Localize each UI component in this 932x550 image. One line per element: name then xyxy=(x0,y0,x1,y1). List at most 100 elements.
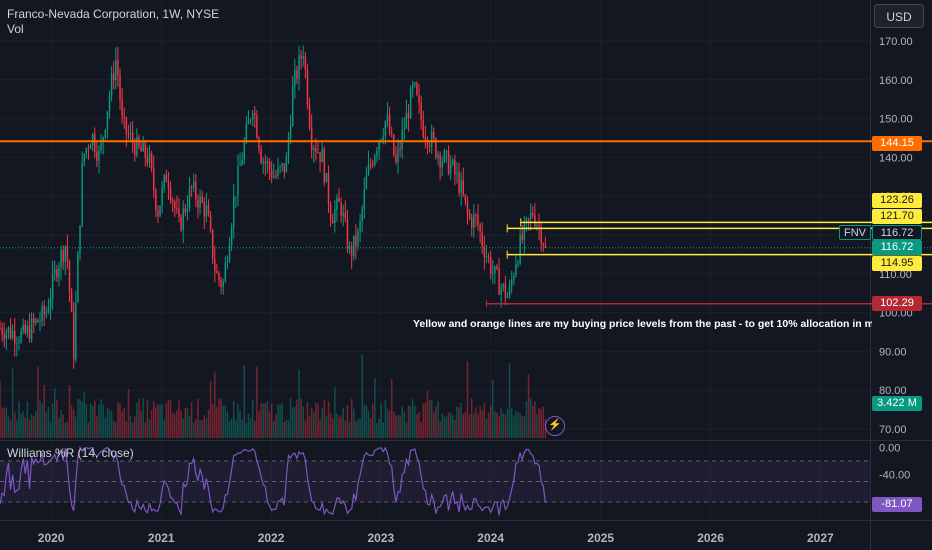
candle-body xyxy=(24,324,27,333)
volume-bar xyxy=(313,412,315,438)
volume-bar xyxy=(18,401,20,438)
candle-body xyxy=(28,325,31,340)
volume-bar xyxy=(182,418,184,438)
volume-bar xyxy=(424,402,427,438)
volume-bar xyxy=(342,407,344,438)
candle-body xyxy=(496,266,498,269)
volume-bar xyxy=(49,422,52,438)
candle-body xyxy=(203,202,206,217)
candle-body xyxy=(289,125,292,139)
candle-body xyxy=(529,212,532,219)
price-tick-label: 170.00 xyxy=(879,36,913,48)
candle-body xyxy=(477,215,479,226)
volume-bar xyxy=(110,411,113,438)
candle-body xyxy=(475,214,477,216)
volume-bar xyxy=(222,405,224,438)
volume-bar xyxy=(167,400,170,438)
candle-body xyxy=(321,148,323,163)
volume-bar xyxy=(536,413,538,438)
volume-bar xyxy=(441,413,443,438)
candle-body xyxy=(468,212,471,218)
volume-bar xyxy=(365,405,368,438)
candle-body xyxy=(207,205,210,216)
candle-body xyxy=(344,212,347,220)
price-tag-last: 116.72 xyxy=(872,240,922,255)
volume-bar xyxy=(405,422,408,438)
volume-bar xyxy=(157,403,159,438)
candle-body xyxy=(306,69,309,105)
volume-bar xyxy=(329,413,332,438)
candle-body xyxy=(171,200,174,203)
candle-body xyxy=(428,145,431,147)
candle-body xyxy=(376,150,378,156)
volume-bar xyxy=(294,406,296,438)
candle-body xyxy=(540,227,542,245)
currency-button[interactable]: USD xyxy=(874,4,924,28)
volume-bar xyxy=(519,413,521,438)
candle-body xyxy=(0,328,1,330)
candle-body xyxy=(228,245,231,262)
candle-body xyxy=(70,291,73,312)
volume-bar xyxy=(243,364,246,438)
volume-bar xyxy=(407,405,410,438)
volume-bar xyxy=(220,399,222,438)
candle-body xyxy=(384,121,387,137)
volume-bar xyxy=(226,411,229,438)
candle-body xyxy=(201,196,203,203)
candle-body xyxy=(390,133,393,135)
volume-bar xyxy=(277,404,279,438)
volume-bar xyxy=(260,403,262,438)
candle-body xyxy=(422,120,425,137)
candle-body xyxy=(256,114,258,138)
volume-bar xyxy=(237,403,239,438)
volume-bar xyxy=(346,405,349,438)
candle-body xyxy=(445,150,448,152)
volume-bar xyxy=(279,405,281,438)
volume-bar xyxy=(98,404,100,438)
candle-body xyxy=(79,225,81,254)
candle-body xyxy=(498,268,500,295)
volume-bar xyxy=(108,409,111,438)
candle-body xyxy=(140,146,142,152)
volume-bar xyxy=(430,399,433,438)
candle-body xyxy=(188,186,191,209)
time-tick-label: 2023 xyxy=(367,531,394,545)
candle-body xyxy=(108,95,111,112)
volume-bar xyxy=(214,372,216,438)
volume-bar xyxy=(106,408,109,438)
candle-body xyxy=(502,284,505,288)
volume-bar xyxy=(334,386,336,438)
time-tick-label: 2025 xyxy=(587,531,614,545)
volume-bar xyxy=(64,422,67,438)
volume-bar xyxy=(100,399,102,438)
volume-bar xyxy=(426,390,429,438)
volume-bar xyxy=(144,422,147,438)
volume-bar xyxy=(41,403,43,438)
candle-body xyxy=(506,295,509,298)
flash-icon[interactable]: ⚡ xyxy=(545,416,565,436)
volume-bar xyxy=(470,398,473,438)
volume-bar xyxy=(302,406,304,438)
indicator-legend[interactable]: Williams %R (14, close) xyxy=(7,446,134,460)
candle-body xyxy=(433,132,435,139)
candle-body xyxy=(94,133,96,153)
candle-body xyxy=(483,246,486,258)
volume-bar xyxy=(296,399,298,438)
candle-body xyxy=(342,212,344,216)
volume-bar xyxy=(355,421,357,438)
volume-bar xyxy=(515,410,517,438)
candle-body xyxy=(239,165,241,167)
volume-bar xyxy=(199,420,201,438)
volume-bar xyxy=(353,408,355,438)
price-tick-label: 140.00 xyxy=(879,152,913,164)
volume-bar xyxy=(83,392,85,438)
volume-bar xyxy=(32,416,35,438)
volume-bar xyxy=(131,422,134,438)
volume-bar xyxy=(386,408,389,438)
volume-bar xyxy=(94,400,96,438)
volume-bar xyxy=(249,418,252,438)
volume-bar xyxy=(268,411,271,438)
volume-bar xyxy=(9,420,12,438)
candle-body xyxy=(56,269,58,278)
